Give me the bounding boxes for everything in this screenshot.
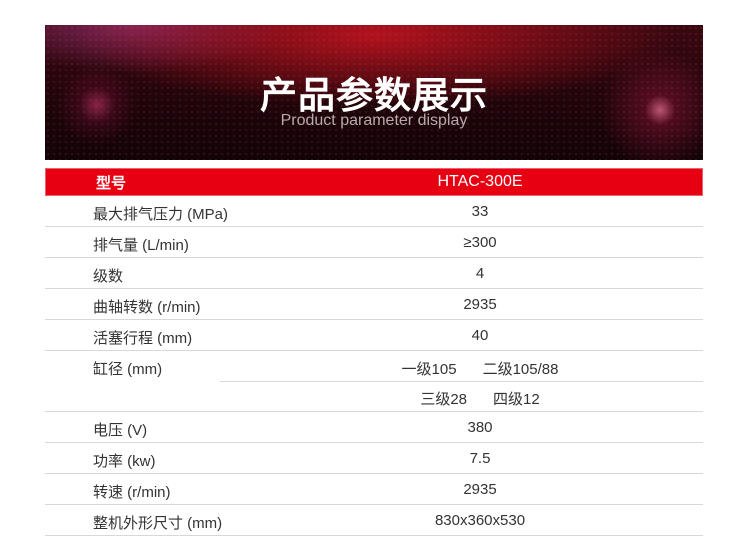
table-row: 排气量 (L/min) ≥300 bbox=[45, 227, 703, 258]
row-value: 830x360x530 bbox=[434, 512, 526, 529]
table-row: 曲轴转数 (r/min) 2935 bbox=[45, 289, 703, 320]
table-header: 型号 HTAC-300E bbox=[45, 168, 703, 196]
row-value: 2935 bbox=[463, 296, 497, 313]
banner-background bbox=[45, 25, 703, 160]
row-label: 曲轴转数 (r/min) bbox=[93, 299, 201, 316]
row-label: 整机外形尺寸 (mm) bbox=[93, 515, 223, 532]
table-row: 最大排气压力 (MPa) 33 bbox=[45, 196, 703, 227]
header-label: 型号 bbox=[96, 174, 127, 192]
banner: 产品参数展示 Product parameter display bbox=[45, 25, 703, 160]
row-value: 40 bbox=[471, 327, 489, 344]
row-value: 4 bbox=[475, 265, 485, 282]
row-label: 电压 (V) bbox=[93, 422, 148, 439]
bore-stage-4: 四级12 bbox=[493, 391, 540, 408]
table-row: 活塞行程 (mm) 40 bbox=[45, 320, 703, 351]
row-label: 功率 (kw) bbox=[93, 453, 156, 470]
row-value: 380 bbox=[467, 419, 493, 436]
bore-values-2: 三级28 四级12 bbox=[420, 388, 539, 409]
row-label: 活塞行程 (mm) bbox=[93, 330, 193, 347]
page-subtitle: Product parameter display bbox=[280, 112, 468, 129]
row-value: 2935 bbox=[463, 481, 497, 498]
table-row: 级数 4 bbox=[45, 258, 703, 289]
parameter-table: 型号 HTAC-300E 最大排气压力 (MPa) 33 排气量 (L/min) ≥… bbox=[45, 168, 703, 536]
row-value: 33 bbox=[471, 203, 489, 220]
row-label: 缸径 (mm) bbox=[93, 361, 163, 378]
header-value: HTAC-300E bbox=[437, 173, 523, 190]
divider bbox=[220, 381, 703, 382]
bore-stage-1: 一级105 bbox=[401, 361, 457, 378]
row-label: 排气量 (L/min) bbox=[93, 237, 189, 254]
row-label: 转速 (r/min) bbox=[93, 484, 171, 501]
table-row: 电压 (V) 380 bbox=[45, 412, 703, 443]
bore-stage-3: 三级28 bbox=[420, 391, 467, 408]
table-row: 整机外形尺寸 (mm) 830x360x530 bbox=[45, 505, 703, 536]
row-value: 7.5 bbox=[469, 450, 491, 467]
row-value: ≥300 bbox=[463, 234, 497, 251]
bore-stage-2: 二级105/88 bbox=[482, 361, 559, 378]
table-row: 功率 (kw) 7.5 bbox=[45, 443, 703, 474]
table-row-bore: 缸径 (mm) 一级105 二级105/88 三级28 四级12 bbox=[45, 351, 703, 412]
page-title: 产品参数展示 bbox=[260, 74, 488, 117]
row-label: 最大排气压力 (MPa) bbox=[93, 206, 229, 223]
table-row: 转速 (r/min) 2935 bbox=[45, 474, 703, 505]
bore-values-1: 一级105 二级105/88 bbox=[402, 358, 559, 379]
row-label: 级数 bbox=[93, 268, 124, 285]
